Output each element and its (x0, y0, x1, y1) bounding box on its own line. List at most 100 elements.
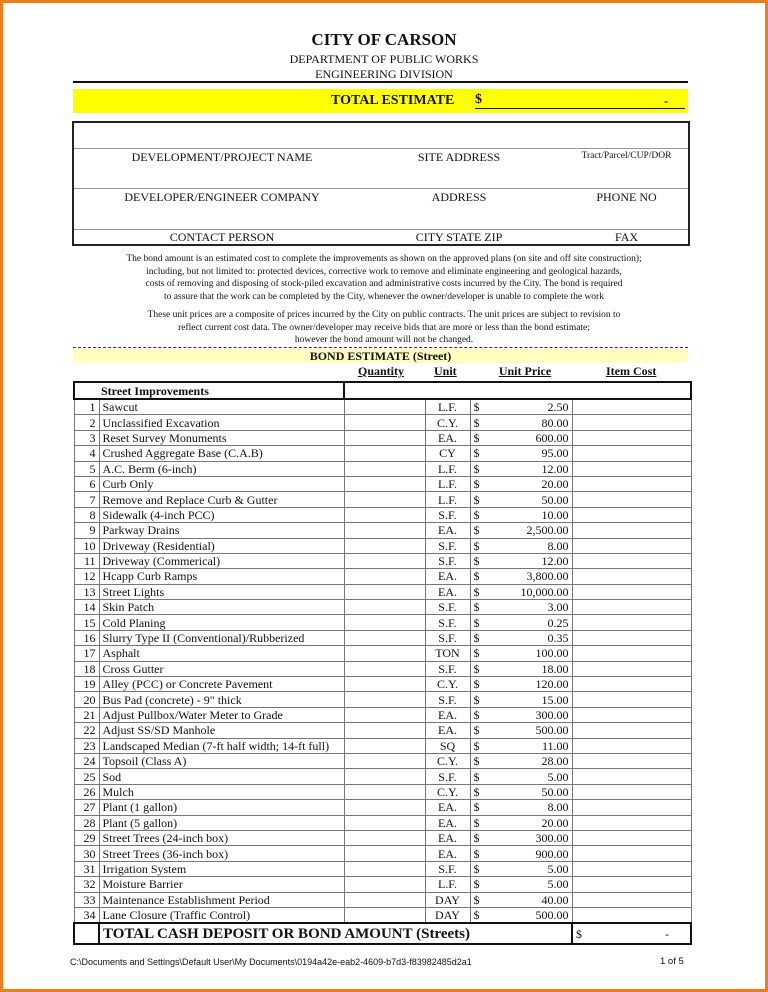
item-description: Irrigation System (98, 860, 345, 878)
quantity-cell[interactable] (343, 660, 426, 678)
quantity-cell[interactable] (343, 645, 426, 662)
quantity-cell[interactable] (343, 398, 426, 416)
unit-cell: EA. (424, 829, 471, 847)
currency-symbol: $ (473, 831, 480, 846)
quantity-cell[interactable] (343, 475, 426, 493)
disclaimer-paragraph-1: The bond amount is an estimated cost to … (0, 253, 768, 303)
quantity-cell[interactable] (343, 799, 426, 816)
quantity-cell[interactable] (343, 614, 426, 631)
unit-price-cell: $500.00 (469, 722, 573, 739)
quantity-cell[interactable] (343, 414, 426, 431)
currency-symbol: $ (473, 784, 480, 799)
currency-symbol: $ (473, 538, 480, 553)
unit-price: 100.00 (535, 646, 569, 661)
total-amount-cell: $ - (571, 922, 692, 946)
quantity-cell[interactable] (343, 583, 426, 601)
item-cost-cell (571, 891, 692, 908)
row-number: 26 (73, 783, 100, 801)
unit-price-cell: $5.00 (469, 860, 573, 878)
quantity-cell[interactable] (343, 568, 426, 585)
unit-price: 15.00 (541, 692, 569, 707)
quantity-cell[interactable] (343, 891, 426, 908)
quantity-cell[interactable] (343, 845, 426, 862)
currency-symbol: $ (473, 584, 480, 599)
item-cost-cell (571, 614, 692, 631)
currency-symbol: $ (473, 877, 480, 892)
quantity-cell[interactable] (343, 491, 426, 508)
row-number: 20 (73, 691, 100, 708)
item-cost-cell (571, 629, 692, 647)
table-row: 18 Cross Gutter S.F. $18.00 (73, 660, 692, 678)
unit-price: 18.00 (541, 661, 569, 676)
item-description: Unclassified Excavation (98, 414, 345, 431)
currency-symbol: $ (473, 461, 480, 476)
item-description: A.C. Berm (6-inch) (98, 460, 345, 477)
quantity-cell[interactable] (343, 506, 426, 524)
table-row: 7 Remove and Replace Curb & Gutter L.F. $50… (73, 491, 692, 508)
quantity-cell[interactable] (343, 814, 426, 831)
quantity-cell[interactable] (343, 722, 426, 739)
item-cost-cell (571, 552, 692, 570)
item-cost-cell (571, 829, 692, 847)
quantity-cell[interactable] (343, 829, 426, 847)
quantity-cell[interactable] (343, 445, 426, 462)
quantity-cell[interactable] (343, 876, 426, 893)
unit-cell: C.Y. (424, 783, 471, 801)
quantity-cell[interactable] (343, 676, 426, 693)
unit-price: 5.00 (547, 769, 569, 784)
unit-cell: TON (424, 645, 471, 662)
section-title: Street Improvements (73, 381, 345, 400)
text-line: costs of removing and disposing of stock… (145, 279, 623, 290)
quantity-cell[interactable] (343, 691, 426, 708)
quantity-cell[interactable] (343, 706, 426, 724)
quantity-cell[interactable] (343, 537, 426, 554)
quantity-cell[interactable] (343, 599, 426, 616)
unit-price-cell: $0.25 (469, 614, 573, 631)
item-cost-cell (571, 506, 692, 524)
unit-price-cell: $3.00 (469, 599, 573, 616)
unit-price: 11.00 (541, 738, 569, 753)
item-description: Skin Patch (98, 599, 345, 616)
quantity-cell[interactable] (343, 522, 426, 539)
currency-symbol: $ (473, 492, 480, 507)
table-row: 14 Skin Patch S.F. $3.00 (73, 599, 692, 616)
quantity-cell[interactable] (343, 906, 426, 924)
table-row: 25 Sod S.F. $5.00 (73, 768, 692, 785)
row-number: 15 (73, 614, 100, 631)
unit-cell: S.F. (424, 860, 471, 878)
quantity-cell[interactable] (343, 429, 426, 447)
quantity-cell[interactable] (343, 737, 426, 754)
currency-symbol: $ (473, 615, 480, 630)
row-number: 2 (73, 414, 100, 431)
quantity-cell[interactable] (343, 552, 426, 570)
row-number: 22 (73, 722, 100, 739)
quantity-cell[interactable] (343, 460, 426, 477)
unit-price-cell: $8.00 (469, 537, 573, 554)
item-cost-cell (571, 676, 692, 693)
column-header-unit-price: Unit Price (498, 364, 552, 378)
unit-price: 12.00 (541, 461, 569, 476)
unit-price-cell: $0.35 (469, 629, 573, 647)
total-estimate-band (73, 89, 688, 113)
table-row: 3 Reset Survey Monuments EA. $600.00 (73, 429, 692, 447)
table-row: 4 Crushed Aggregate Base (C.A.B) CY $95.00 (73, 445, 692, 462)
phone-label: PHONE NO (596, 190, 657, 204)
quantity-cell[interactable] (343, 783, 426, 801)
item-cost-cell (571, 845, 692, 862)
bond-estimate-title: BOND ESTIMATE (Street) (73, 349, 688, 363)
unit-cell: EA. (424, 722, 471, 739)
row-number: 17 (73, 645, 100, 662)
quantity-cell[interactable] (343, 752, 426, 770)
quantity-cell[interactable] (343, 629, 426, 647)
table-row: 12 Hcapp Curb Ramps EA. $3,800.00 (73, 568, 692, 585)
quantity-cell[interactable] (343, 860, 426, 878)
table-row: 27 Plant (1 gallon) EA. $8.00 (73, 799, 692, 816)
text-line: These unit prices are a composite of pri… (147, 310, 621, 320)
table-row: 22 Adjust SS/SD Manhole EA. $500.00 (73, 722, 692, 739)
unit-price-cell: $120.00 (469, 676, 573, 693)
total-label: TOTAL CASH DEPOSIT OR BOND AMOUNT (Stree… (98, 922, 573, 946)
currency-symbol: $ (473, 861, 480, 876)
item-description: Hcapp Curb Ramps (98, 568, 345, 585)
unit-cell: EA. (424, 845, 471, 862)
quantity-cell[interactable] (343, 768, 426, 785)
